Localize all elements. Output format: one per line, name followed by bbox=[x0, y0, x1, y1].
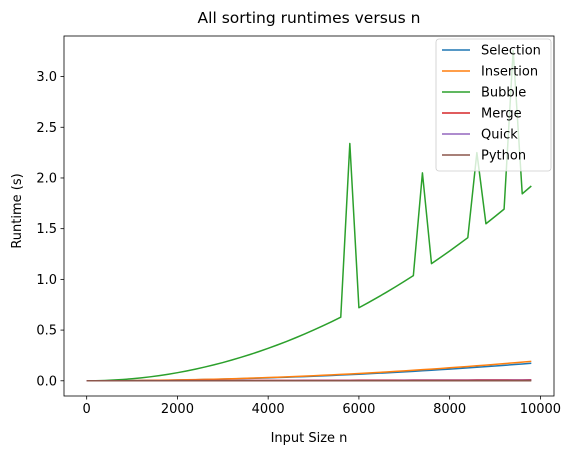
legend-label-bubble: Bubble bbox=[481, 86, 526, 101]
y-tick-label: 2.5 bbox=[36, 121, 57, 136]
legend-label-selection: Selection bbox=[481, 44, 541, 59]
x-tick-label: 8000 bbox=[433, 402, 466, 417]
y-tick-label: 2.0 bbox=[36, 171, 57, 186]
x-axis-title: Input Size n bbox=[271, 431, 348, 446]
x-tick-label: 2000 bbox=[161, 402, 194, 417]
legend-label-python: Python bbox=[481, 149, 526, 164]
y-tick-label: 3.0 bbox=[36, 70, 57, 85]
y-tick-label: 0.5 bbox=[36, 324, 57, 339]
series-line-selection bbox=[87, 363, 532, 381]
x-tick-label: 0 bbox=[83, 402, 91, 417]
y-tick-label: 1.0 bbox=[36, 273, 57, 288]
y-tick-label: 1.5 bbox=[36, 222, 57, 237]
legend-label-merge: Merge bbox=[481, 107, 522, 122]
legend: Selection Insertion Bubble Merge Quick Python bbox=[436, 39, 551, 171]
y-axis-title: Runtime (s) bbox=[10, 173, 25, 248]
x-tick-label: 6000 bbox=[342, 402, 375, 417]
x-tick-label: 10000 bbox=[520, 402, 561, 417]
y-tick-label: 0.0 bbox=[36, 374, 57, 389]
x-tick-label: 4000 bbox=[252, 402, 285, 417]
chart-title: All sorting runtimes versus n bbox=[198, 9, 421, 27]
series-line-insertion bbox=[87, 361, 532, 380]
legend-label-quick: Quick bbox=[481, 128, 518, 143]
legend-label-insertion: Insertion bbox=[481, 65, 538, 80]
